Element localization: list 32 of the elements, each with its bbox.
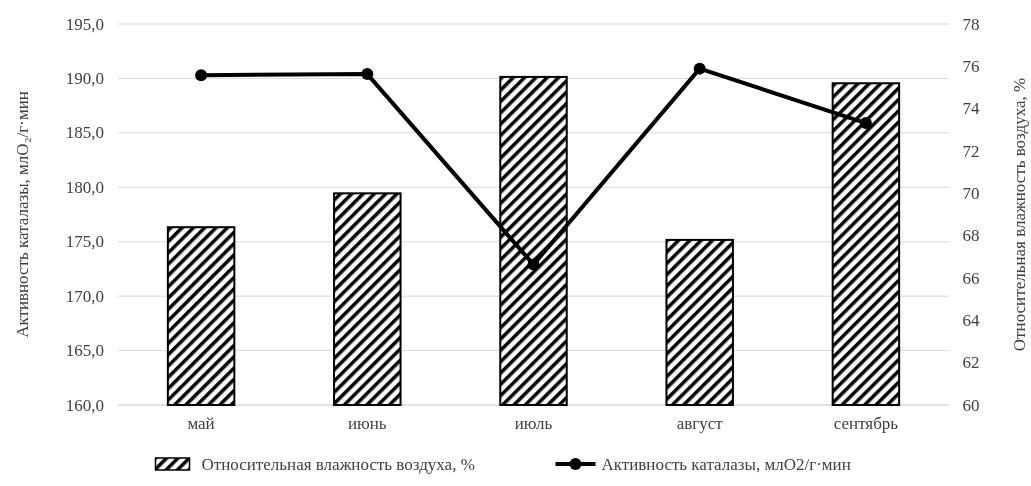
x-tick-label: сентябрь — [833, 414, 899, 433]
y-tick-label: 165,0 — [65, 341, 104, 361]
y-tick-label: 170,0 — [65, 286, 104, 306]
y-axis-title: Активность каталазы, млO₂/г·мин — [12, 91, 32, 338]
y2-tick-label: 62 — [962, 353, 980, 373]
legend-label: Относительная влажность воздуха, % — [201, 454, 475, 474]
y2-tick-label: 68 — [962, 226, 980, 246]
y-tick-label: 185,0 — [65, 123, 104, 143]
y2-tick-label: 72 — [962, 141, 980, 161]
y-tick-label: 175,0 — [65, 232, 104, 252]
x-tick-label: июль — [514, 414, 553, 433]
y2-tick-label: 66 — [962, 268, 980, 288]
point — [361, 68, 374, 81]
y2-tick-label: 70 — [962, 183, 980, 203]
x-tick-label: август — [676, 414, 724, 433]
point — [693, 62, 706, 75]
y-tick-label: 190,0 — [65, 68, 104, 88]
y-tick-label: 160,0 — [65, 395, 104, 415]
y2-tick-label: 60 — [962, 395, 980, 415]
y2-axis-title: Относительная влажность воздуха, % — [1009, 77, 1029, 352]
point — [527, 258, 540, 271]
y-tick-label: 180,0 — [65, 177, 104, 197]
x-tick-label: май — [187, 414, 215, 433]
point — [195, 69, 208, 82]
y2-tick-label: 78 — [962, 14, 980, 34]
point — [859, 117, 872, 130]
y2-tick-label: 76 — [962, 56, 980, 76]
y-tick-label: 195,0 — [65, 14, 104, 34]
y2-tick-label: 74 — [962, 99, 980, 119]
x-tick-label: июнь — [347, 414, 387, 433]
legend-label: Активность каталазы, млО2/г·мин — [601, 454, 851, 474]
y2-tick-label: 64 — [962, 310, 980, 330]
